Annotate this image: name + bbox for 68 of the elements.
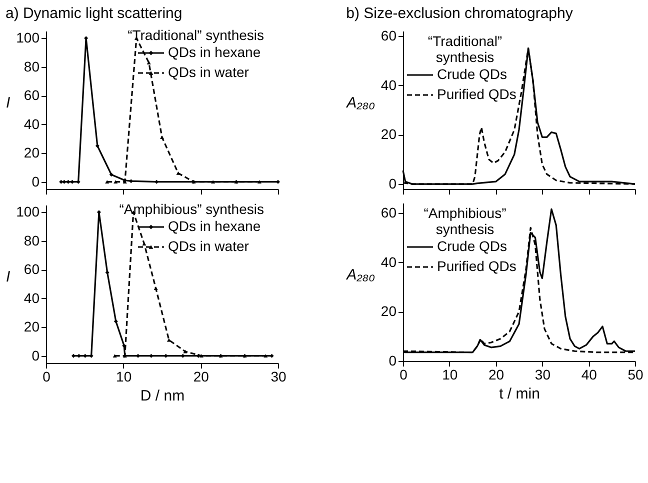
y-tick-label: 0 <box>32 347 40 364</box>
x-tick-label: 50 <box>628 366 644 382</box>
legend-label: QDs in water <box>168 238 250 254</box>
y-tick-label: 100 <box>16 204 40 220</box>
y-axis-title: I <box>6 268 10 286</box>
point <box>105 180 110 184</box>
legend-label: QDs in hexane <box>168 218 261 234</box>
x-tick-label: 30 <box>270 368 286 384</box>
annotation: “Amphibious” synthesis <box>424 205 507 237</box>
y-tick-label: 40 <box>380 76 397 93</box>
point <box>276 180 280 184</box>
point <box>166 338 171 342</box>
y-tick-label: 80 <box>24 232 40 248</box>
x-tick-label: 20 <box>488 366 504 382</box>
legend-label: Crude QDs <box>437 66 508 82</box>
x-tick-label: 10 <box>116 368 132 384</box>
y-tick-label: 20 <box>24 144 40 161</box>
point <box>264 354 268 358</box>
point <box>114 180 118 184</box>
y-tick-label: 40 <box>380 254 397 270</box>
y-tick-label: 40 <box>24 116 40 132</box>
y-tick-label: 0 <box>388 176 397 192</box>
y-axis-title: A₂₈₀ <box>346 94 375 112</box>
point <box>154 286 158 290</box>
x-tick-label: 30 <box>534 366 551 382</box>
point <box>109 172 114 177</box>
y-tick-label: 60 <box>380 27 397 44</box>
point <box>112 354 117 358</box>
annotation: “Traditional” synthesis <box>128 27 264 43</box>
x-axis-title: t / min <box>499 386 540 402</box>
y-tick-label: 60 <box>24 261 40 278</box>
y-tick-label: 0 <box>32 173 40 190</box>
legend-label: QDs in hexane <box>168 44 261 60</box>
legend-label: Purified QDs <box>437 258 516 274</box>
x-axis-title: D / nm <box>140 388 185 404</box>
x-tick-label: 20 <box>193 368 210 384</box>
x-tick-label: 10 <box>442 366 458 382</box>
annotation: “Amphibious” synthesis <box>119 201 264 217</box>
x-tick-label: 0 <box>400 366 408 382</box>
y-axis-title: A₂₈₀ <box>346 266 375 284</box>
point <box>142 242 146 246</box>
y-tick-label: 60 <box>380 204 397 220</box>
y-tick-label: 20 <box>380 303 397 320</box>
chart-title: a) Dynamic light scattering <box>5 5 182 22</box>
y-tick-label: 20 <box>380 126 397 142</box>
point <box>114 319 118 324</box>
y-tick-label: 0 <box>388 352 397 368</box>
y-tick-label: 20 <box>24 318 40 335</box>
y-tick-label: 100 <box>16 30 40 46</box>
legend-label: Crude QDs <box>437 238 508 254</box>
point <box>257 180 262 184</box>
x-tick-label: 40 <box>581 366 598 382</box>
point <box>211 180 216 184</box>
legend-label: QDs in water <box>168 64 250 80</box>
point <box>146 60 151 64</box>
point <box>105 270 110 275</box>
y-tick-label: 60 <box>24 87 40 104</box>
legend-label: Purified QDs <box>437 86 516 102</box>
y-tick-label: 80 <box>24 58 40 74</box>
chart-title: b) Size-exclusion chromatography <box>346 4 574 22</box>
point <box>199 354 204 358</box>
y-axis-title: I <box>6 94 10 112</box>
point <box>160 136 164 140</box>
y-tick-label: 40 <box>24 290 40 306</box>
point <box>176 171 180 175</box>
annotation: “Traditional” synthesis <box>428 33 502 65</box>
x-tick-label: 0 <box>42 368 51 384</box>
point <box>71 354 76 358</box>
